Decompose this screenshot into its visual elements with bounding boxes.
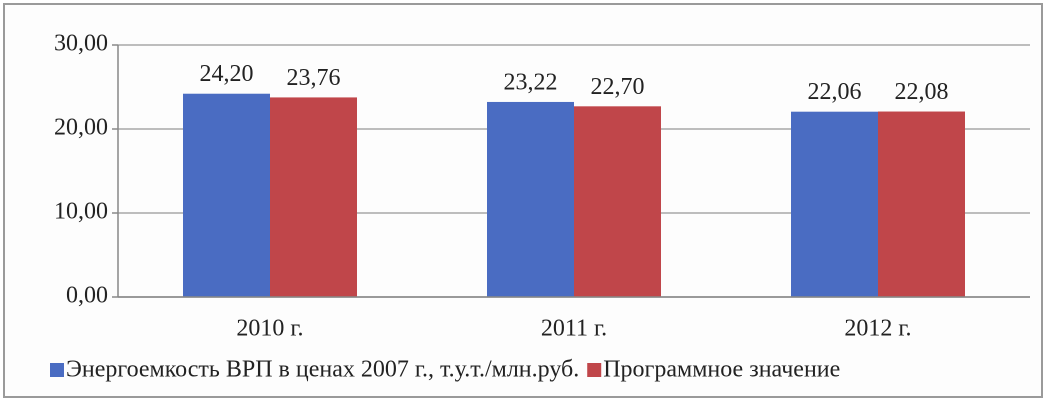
y-tick-label: 30,00: [54, 31, 108, 57]
value-label: 24,20: [200, 61, 254, 87]
value-label: 23,22: [504, 69, 558, 95]
bar: [878, 111, 965, 297]
y-tick-label: 0,00: [66, 283, 108, 309]
bar: [574, 106, 661, 297]
legend-label: Энергоемкость ВРП в ценах 2007 г., т.у.т…: [66, 357, 579, 383]
bar: [183, 93, 270, 297]
value-label: 22,06: [808, 79, 862, 105]
legend-swatch: [587, 363, 602, 377]
value-label: 22,08: [895, 79, 949, 105]
bar: [270, 97, 357, 297]
legend-label: Программное значение: [603, 357, 840, 383]
bar: [791, 111, 878, 297]
value-label: 23,76: [287, 65, 341, 91]
y-tick-label: 10,00: [54, 199, 108, 225]
legend-swatch: [50, 363, 64, 377]
x-tick-label: 2010 г.: [236, 316, 303, 342]
bar: [487, 101, 574, 298]
x-tick-label: 2011 г.: [541, 316, 607, 342]
y-tick-label: 20,00: [54, 115, 108, 141]
value-label: 22,70: [591, 74, 645, 100]
x-tick-label: 2012 г.: [844, 316, 911, 342]
